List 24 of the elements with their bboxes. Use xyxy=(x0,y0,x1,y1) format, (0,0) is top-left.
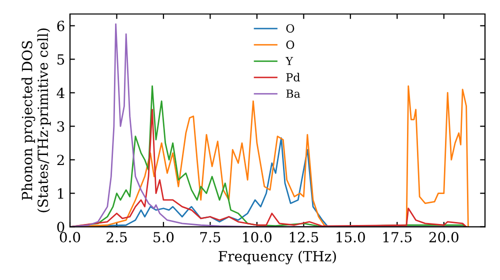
line-series xyxy=(70,108,467,227)
x-tick-label: 20.0 xyxy=(429,232,458,242)
legend-label: Y xyxy=(286,56,294,66)
y-tick-label: 4 xyxy=(56,88,64,98)
y-axis-title: Phonon projected DOS (States/THz·primitive cell) xyxy=(22,28,51,212)
x-tick-label: 10.0 xyxy=(243,232,272,242)
x-tick-label: 15.0 xyxy=(336,232,365,242)
y-tick-label: 2 xyxy=(57,154,64,166)
x-tick-label: 12.5 xyxy=(290,232,318,242)
legend-label: Ba xyxy=(286,90,300,98)
y-tick-label: 0 xyxy=(57,222,64,232)
x-tick-label: 2.5 xyxy=(106,232,127,242)
legend-label: Pd xyxy=(286,72,300,82)
y-tick-label: 1 xyxy=(58,188,64,199)
x-axis-title: Frequency (THz) xyxy=(218,250,336,264)
x-tick-label: 5.0 xyxy=(154,232,174,242)
x-tick-label: 0.0 xyxy=(60,232,80,242)
y-tick-label: 5 xyxy=(57,54,64,65)
x-tick-label: 7.5 xyxy=(200,232,220,242)
y-tick-label: 3 xyxy=(57,121,64,132)
legend-label: O xyxy=(286,40,294,49)
x-tick-label: 17.5 xyxy=(383,232,412,242)
legend-label: O xyxy=(286,24,294,33)
y-tick-label: 6 xyxy=(57,20,64,32)
